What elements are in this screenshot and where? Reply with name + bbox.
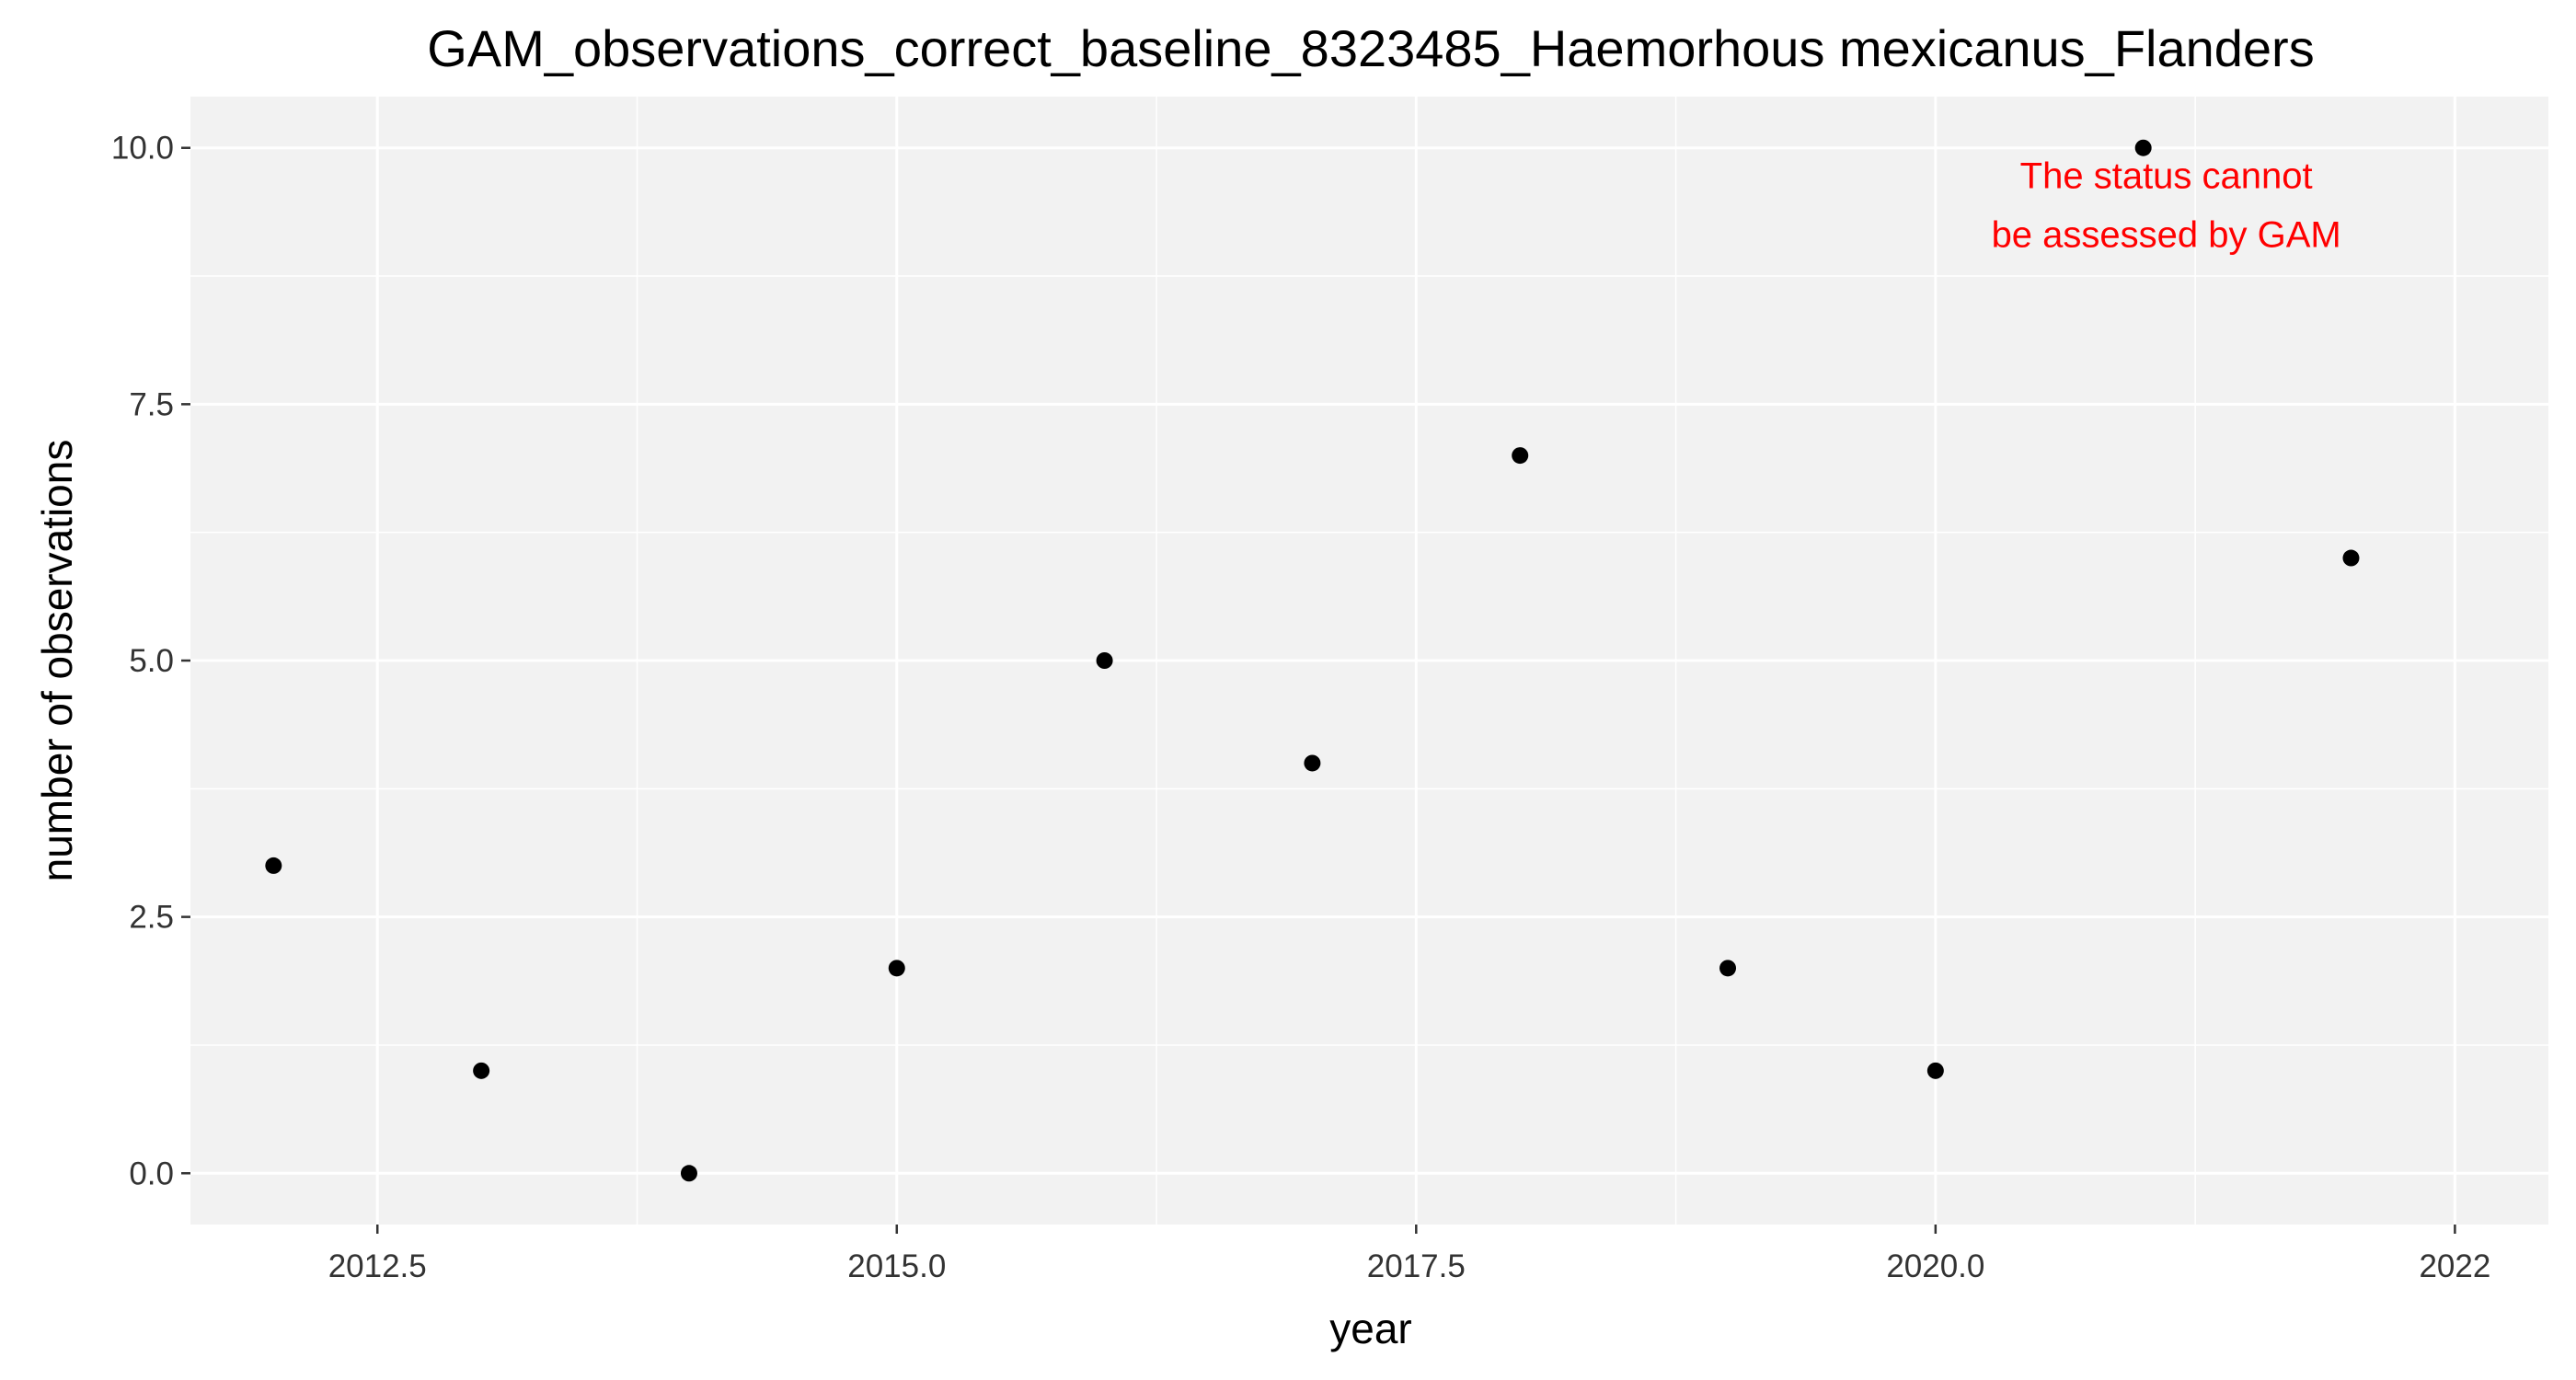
chart-title: GAM_observations_correct_baseline_832348… [427, 19, 2314, 77]
axis-ticks [181, 146, 2456, 1234]
data-point [2342, 549, 2360, 567]
x-tick-label: 2020.0 [1886, 1248, 1984, 1284]
data-point [1304, 754, 1321, 772]
data-point [1926, 1062, 1944, 1079]
x-axis-title: year [1329, 1305, 1411, 1352]
x-tick-label: 2017.5 [1367, 1248, 1466, 1284]
data-point [888, 960, 905, 977]
data-point [1719, 960, 1737, 977]
y-tick-label: 5.0 [129, 643, 174, 679]
data-point [1512, 447, 1529, 465]
y-tick-label: 10.0 [111, 131, 174, 167]
x-tick-label: 2012.5 [328, 1248, 427, 1284]
x-tick-label: 2015.0 [847, 1248, 946, 1284]
y-tick-label: 7.5 [129, 386, 174, 422]
data-point [2134, 139, 2152, 156]
x-tick-label: 2022 [2419, 1248, 2490, 1284]
annotation-line: be assessed by GAM [1992, 214, 2341, 255]
major-gridlines [190, 97, 2548, 1225]
y-tick-label: 0.0 [129, 1156, 174, 1191]
data-point [680, 1165, 697, 1182]
data-point [1096, 652, 1113, 669]
data-point [265, 857, 282, 874]
status-annotation: The status cannot be assessed by GAM [1992, 155, 2341, 255]
annotation-line: The status cannot [2020, 155, 2313, 196]
data-points [265, 139, 2360, 1182]
y-tick-label: 2.5 [129, 900, 174, 936]
tick-labels: 2012.5 2015.0 2017.5 2020.0 2022 0.0 2.5 5.0 7.5… [111, 131, 2490, 1284]
data-point [473, 1062, 490, 1079]
y-axis-title: number of observations [33, 440, 81, 882]
